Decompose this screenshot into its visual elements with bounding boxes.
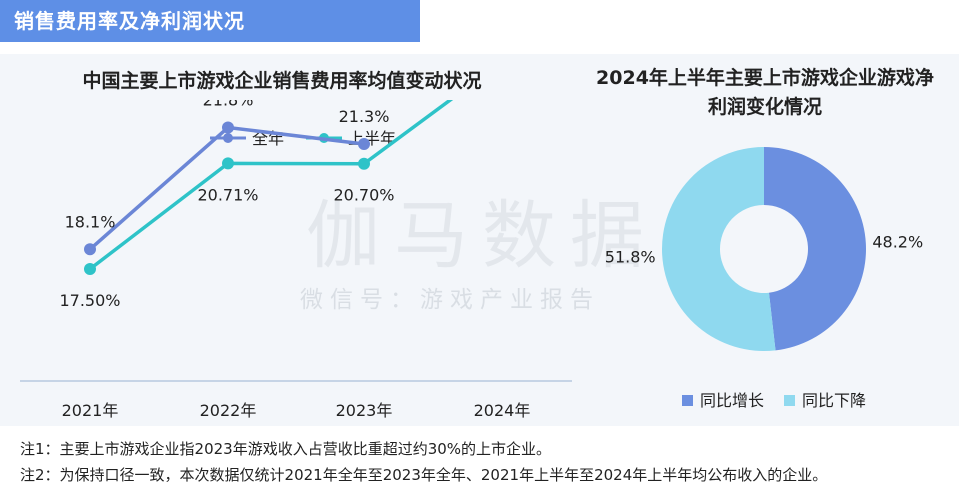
donut-chart: 48.2% 51.8% 同比增长 同比下降 <box>605 147 923 410</box>
data-label: 20.71% <box>197 185 258 204</box>
data-label: 21.8% <box>203 100 254 110</box>
footnote-1: 注1：主要上市游戏企业指2023年游戏收入占营收比重超过约30%的上市企业。 <box>20 440 552 458</box>
data-point <box>358 137 370 150</box>
line-chart-title: 中国主要上市游戏企业销售费用率均值变动状况 <box>82 70 482 92</box>
x-tick-label: 2021年 <box>62 401 119 420</box>
chart-panel <box>0 54 959 426</box>
header-band <box>0 0 420 42</box>
data-label: 21.3% <box>339 107 390 126</box>
series-line-1 <box>88 100 454 271</box>
data-point <box>84 263 96 275</box>
header-title: 销售费用率及净利润状况 <box>14 9 245 33</box>
legend-swatch-0 <box>682 395 693 406</box>
x-tick-label: 2024年 <box>474 401 531 420</box>
data-point <box>84 243 96 256</box>
watermark-sub: 微信号：游戏产业报告 <box>300 287 600 313</box>
footnotes: 注1：主要上市游戏企业指2023年游戏收入占营收比重超过约30%的上市企业。 注… <box>20 436 950 488</box>
data-point <box>222 157 234 170</box>
data-label: 20.70% <box>333 186 394 205</box>
watermark-main: 伽马数据 <box>306 193 658 279</box>
data-label: 17.50% <box>59 291 120 310</box>
donut-slice-1 <box>662 147 776 351</box>
footnote-2: 注2：为保持口径一致，本次数据仅统计2021年全年至2023年全年、2021年上… <box>20 466 828 484</box>
legend-swatch-1 <box>784 395 795 406</box>
pie-chart-title: 2024年上半年主要上市游戏企业游戏净利润变化情况 <box>596 67 934 118</box>
slice-label-0: 48.2% <box>872 232 923 251</box>
data-label: 23.80% <box>471 100 532 102</box>
x-tick-label: 2023年 <box>336 401 393 420</box>
slice-label-1: 51.8% <box>605 248 656 267</box>
data-point <box>358 157 370 170</box>
legend-label-0: 同比增长 <box>700 391 764 410</box>
legend-marker-0 <box>223 133 233 143</box>
donut-slice-0 <box>764 147 866 351</box>
x-tick-label: 2022年 <box>200 401 257 420</box>
data-point <box>222 121 234 134</box>
data-label: 18.1% <box>65 212 116 231</box>
legend-label-1: 同比下降 <box>802 391 866 410</box>
